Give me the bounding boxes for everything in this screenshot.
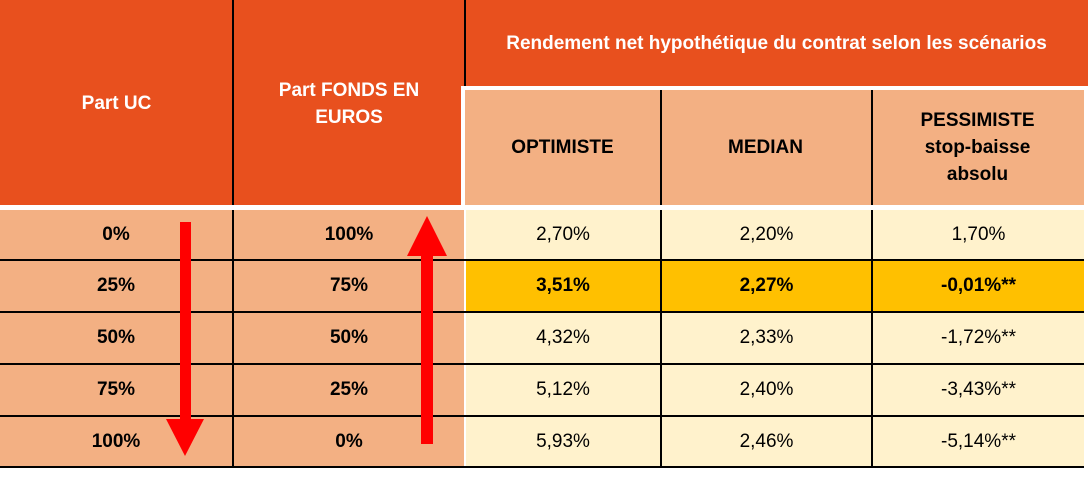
part-uc-cell: 0% (0, 210, 232, 259)
divider (660, 90, 662, 468)
arrow-down-icon (166, 222, 204, 456)
divider (0, 415, 1084, 417)
divider (0, 466, 1084, 468)
divider (0, 363, 1084, 365)
divider (0, 205, 1088, 210)
median-cell: 2,20% (662, 210, 871, 259)
part-uc-cell: 75% (0, 365, 232, 415)
pessimiste-cell: 1,70% (873, 210, 1084, 259)
median-cell: 2,33% (662, 313, 871, 363)
median-cell: 2,46% (662, 417, 871, 466)
divider (871, 90, 873, 468)
header-pessimiste: PESSIMISTE stop-baisse absolu (871, 87, 1084, 207)
divider (461, 86, 465, 210)
returns-table: Part UC Part FONDS EN EUROS Rendement ne… (0, 0, 1088, 468)
pessimiste-cell: -0,01%** (873, 261, 1084, 311)
pessimiste-cell: -1,72%** (873, 313, 1084, 363)
optimiste-cell: 5,12% (466, 365, 660, 415)
optimiste-cell: 2,70% (466, 210, 660, 259)
divider (232, 0, 234, 468)
arrow-up-icon (407, 216, 447, 444)
header-median: MEDIAN (660, 87, 871, 207)
median-cell: 2,27% (662, 261, 871, 311)
header-part-uc: Part UC (0, 0, 233, 207)
divider (463, 86, 1088, 90)
header-optimiste: OPTIMISTE (465, 87, 660, 207)
part-uc-cell: 25% (0, 261, 232, 311)
divider (464, 0, 466, 87)
pessimiste-cell: -5,14%** (873, 417, 1084, 466)
divider (0, 259, 1084, 261)
header-part-fonds: Part FONDS EN EUROS (233, 0, 465, 207)
optimiste-cell: 4,32% (466, 313, 660, 363)
optimiste-cell: 3,51% (466, 261, 660, 311)
part-uc-cell: 50% (0, 313, 232, 363)
optimiste-cell: 5,93% (466, 417, 660, 466)
divider (1084, 86, 1088, 468)
divider (0, 311, 1084, 313)
pessimiste-cell: -3,43%** (873, 365, 1084, 415)
header-group-title: Rendement net hypothétique du contrat se… (465, 0, 1088, 87)
median-cell: 2,40% (662, 365, 871, 415)
